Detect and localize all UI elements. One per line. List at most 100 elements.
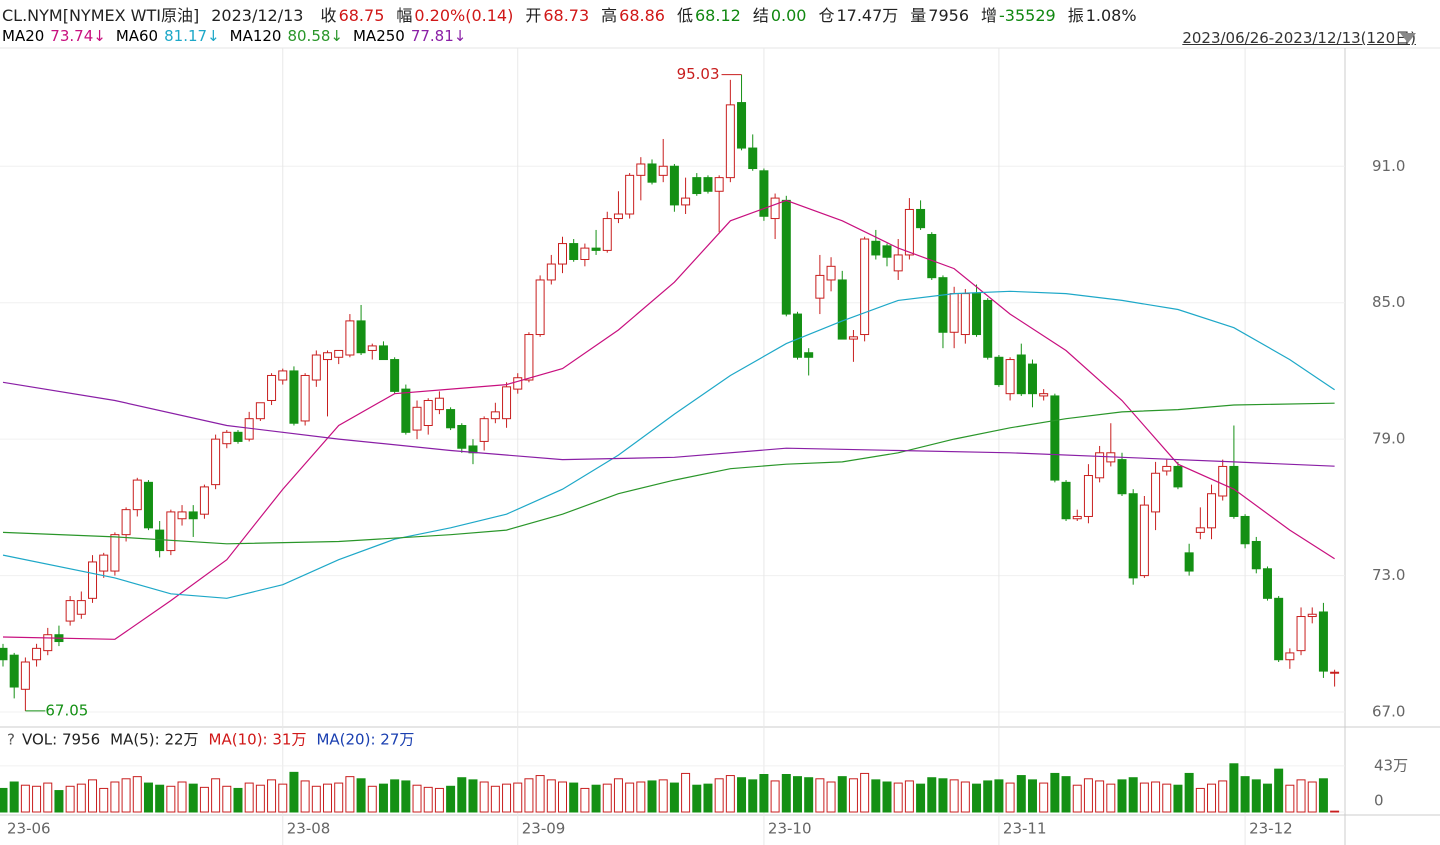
field: 振 1.08%	[1068, 6, 1137, 25]
field-value: 0.00	[770, 6, 807, 25]
ma-entry: MA120 80.58↓	[230, 27, 343, 45]
volume-bar	[826, 781, 836, 813]
volume-bar	[1095, 780, 1105, 813]
candle-body	[278, 370, 288, 381]
candle-body	[770, 197, 780, 220]
volume-bar	[188, 783, 198, 813]
volume-bar	[278, 783, 288, 813]
volume-bar	[99, 787, 109, 813]
candle-body	[904, 208, 914, 256]
volume-bar	[781, 774, 791, 813]
candle-body	[434, 397, 444, 411]
candle-body	[334, 349, 344, 358]
dropdown[interactable]	[1400, 33, 1416, 43]
candle-body	[1262, 568, 1272, 599]
volume-bar	[569, 782, 579, 813]
candle-body	[703, 177, 713, 192]
field-label: 振	[1067, 6, 1084, 25]
y-tick-label: 67.0	[1372, 703, 1405, 721]
field: 量 7956	[910, 6, 969, 25]
volume-bar	[558, 781, 567, 813]
ma-line	[2, 402, 1335, 545]
candle-body	[871, 240, 881, 256]
field: 仓 17.47万	[818, 6, 898, 25]
volume-bar	[1218, 780, 1228, 813]
candle-body	[132, 479, 142, 511]
volume-bar	[289, 771, 299, 813]
date: 2023/12/13	[211, 6, 304, 25]
volume-bar	[255, 784, 265, 813]
volume-bar	[546, 779, 556, 813]
candle-body	[9, 654, 19, 688]
candle-body	[569, 243, 579, 260]
candle-body	[390, 359, 400, 392]
volume-bar	[871, 779, 881, 813]
candle-body	[725, 104, 735, 179]
volume-bar	[848, 778, 858, 813]
volume-bar	[1162, 783, 1172, 813]
candle-body	[0, 647, 8, 661]
volume-bar	[177, 781, 187, 813]
volume-bar	[9, 781, 19, 813]
volume-bar	[1262, 783, 1272, 813]
candle-body	[759, 170, 769, 217]
volume-bar	[401, 780, 411, 813]
volume-bar	[1207, 783, 1217, 813]
ma-value: 81.17↓	[164, 27, 220, 45]
volume-bar	[927, 777, 937, 813]
candle-body	[669, 165, 679, 206]
candle-body	[356, 320, 366, 354]
volume-bar	[1061, 776, 1071, 813]
volume-bar	[893, 782, 903, 813]
volume-bar	[669, 782, 679, 813]
volume-bar	[457, 777, 467, 813]
field-label: 收	[320, 6, 337, 25]
field-value: -35529	[999, 6, 1056, 25]
field: 结 0.00	[753, 6, 807, 25]
volume-bar	[714, 778, 724, 813]
candle-body	[1039, 393, 1049, 397]
volume-bar	[1128, 777, 1138, 813]
candle-body	[893, 254, 903, 272]
candle-body	[938, 277, 948, 333]
ma-entry: MA60 81.17↓	[116, 27, 220, 45]
candle-body	[401, 388, 411, 433]
volume-bar	[737, 777, 747, 813]
help-icon[interactable]: ?	[7, 731, 15, 749]
volume-bar	[1117, 779, 1127, 813]
volume-bar	[356, 778, 366, 813]
x-tick-label: 23-08	[287, 820, 331, 838]
candle-body	[1162, 465, 1172, 472]
volume-bar	[658, 779, 668, 813]
volume-bar	[770, 780, 780, 813]
candle-body	[815, 274, 825, 299]
candle-body	[267, 374, 277, 401]
volume-bar	[1318, 778, 1328, 813]
candle-body	[1027, 363, 1037, 395]
candle-body	[748, 147, 758, 170]
volume-bar	[65, 785, 75, 813]
field-value: 68.73	[543, 6, 590, 25]
volume-bar	[1229, 763, 1239, 813]
candle-body	[199, 486, 209, 515]
annotation: 67.05	[45, 701, 88, 719]
x-tick-label: 23-09	[522, 820, 566, 838]
x-tick-label: 23-10	[768, 820, 812, 838]
field-label: 低	[676, 6, 693, 25]
candle-body	[1251, 540, 1261, 570]
volume-bar	[378, 783, 388, 813]
volume-bar	[625, 782, 635, 813]
y-tick-label: 91.0	[1372, 157, 1405, 175]
candle-body	[692, 177, 702, 195]
volume-bar	[513, 782, 523, 813]
volume-legend: MA(10): 31万	[209, 731, 307, 749]
field: 幅 0.20%(0.14)	[396, 6, 513, 25]
volume-bar	[613, 778, 623, 813]
candle-body	[994, 356, 1004, 386]
volume-bar	[479, 781, 489, 813]
volume-bar	[412, 784, 422, 813]
ma-value: 77.81↓	[410, 27, 467, 45]
range[interactable]: 2023/06/26-2023/12/13(120日)	[1182, 29, 1416, 47]
volume-bar	[1139, 782, 1149, 813]
